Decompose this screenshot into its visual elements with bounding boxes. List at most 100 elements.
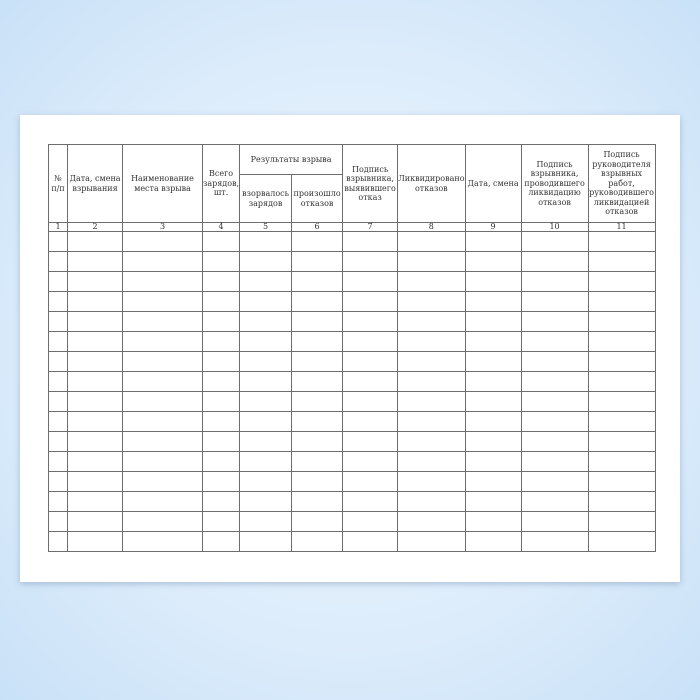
header-number: № п/п: [48, 144, 68, 223]
empty-cell: [397, 271, 466, 292]
empty-cell: [464, 431, 522, 452]
col-num: 2: [67, 222, 123, 232]
empty-cell: [122, 251, 203, 272]
empty-cell: [587, 251, 656, 272]
empty-cell: [67, 531, 123, 552]
empty-cell: [48, 251, 68, 272]
empty-cell: [464, 391, 522, 412]
empty-cell: [48, 371, 68, 392]
empty-cell: [587, 331, 656, 352]
table-row: [48, 271, 656, 292]
empty-cell: [587, 311, 656, 332]
col-num: 3: [122, 222, 203, 232]
empty-cell: [342, 311, 399, 332]
empty-cell: [201, 331, 241, 352]
empty-cell: [239, 411, 293, 432]
empty-cell: [239, 271, 293, 292]
empty-cell: [587, 531, 656, 552]
empty-cell: [67, 471, 123, 492]
empty-cell: [201, 411, 241, 432]
empty-cell: [122, 231, 203, 252]
empty-cell: [239, 511, 293, 532]
empty-cell: [397, 311, 466, 332]
empty-cell: [122, 511, 203, 532]
empty-cell: [587, 431, 656, 452]
empty-cell: [291, 311, 344, 332]
journal-page: № п/п Дата, смена взрывания Наименование…: [20, 115, 680, 582]
empty-cell: [201, 531, 241, 552]
empty-cell: [67, 291, 123, 312]
empty-cell: [239, 471, 293, 492]
empty-cell: [67, 331, 123, 352]
empty-cell: [342, 491, 399, 512]
empty-cell: [239, 331, 293, 352]
empty-cell: [67, 411, 123, 432]
empty-cell: [239, 291, 293, 312]
empty-cell: [587, 291, 656, 312]
empty-cell: [464, 411, 522, 432]
empty-cell: [291, 531, 344, 552]
empty-cell: [520, 511, 589, 532]
empty-cell: [464, 511, 522, 532]
empty-cell: [464, 251, 522, 272]
header-date-shift-2: Дата, смена: [464, 144, 522, 223]
empty-cell: [520, 451, 589, 472]
table-row: [48, 371, 656, 392]
header-liquidated: Ликвидировано отказов: [397, 144, 466, 223]
empty-cell: [201, 371, 241, 392]
table-row: [48, 411, 656, 432]
empty-cell: [291, 411, 344, 432]
empty-cell: [397, 371, 466, 392]
table-row: [48, 451, 656, 472]
empty-cell: [520, 311, 589, 332]
empty-cell: [464, 351, 522, 372]
empty-cell: [464, 531, 522, 552]
empty-cell: [291, 511, 344, 532]
empty-cell: [587, 411, 656, 432]
empty-cell: [587, 511, 656, 532]
empty-cell: [239, 251, 293, 272]
empty-cell: [239, 451, 293, 472]
empty-cell: [67, 271, 123, 292]
empty-cell: [239, 491, 293, 512]
empty-cell: [587, 231, 656, 252]
empty-cell: [201, 491, 241, 512]
table-row: [48, 251, 656, 272]
empty-cell: [464, 451, 522, 472]
empty-cell: [48, 231, 68, 252]
empty-cell: [291, 451, 344, 472]
empty-cell: [342, 231, 399, 252]
empty-cell: [67, 391, 123, 412]
empty-cell: [342, 451, 399, 472]
col-num: 10: [520, 222, 589, 232]
empty-cell: [397, 231, 466, 252]
table-row: [48, 431, 656, 452]
empty-cell: [520, 431, 589, 452]
empty-cell: [587, 371, 656, 392]
empty-cell: [587, 491, 656, 512]
empty-cell: [122, 391, 203, 412]
empty-cell: [239, 431, 293, 452]
header-exploded: взорвалось зарядов: [239, 174, 293, 223]
empty-cell: [520, 471, 589, 492]
empty-cell: [520, 351, 589, 372]
empty-cell: [122, 411, 203, 432]
empty-cell: [520, 371, 589, 392]
empty-cell: [122, 491, 203, 512]
empty-cell: [239, 531, 293, 552]
empty-cell: [291, 371, 344, 392]
empty-cell: [239, 351, 293, 372]
col-num: 9: [464, 222, 522, 232]
empty-cell: [397, 351, 466, 372]
empty-cell: [201, 431, 241, 452]
table-row: [48, 331, 656, 352]
table-row: [48, 351, 656, 372]
empty-cell: [464, 371, 522, 392]
blasting-log-table: № п/п Дата, смена взрывания Наименование…: [48, 144, 656, 552]
col-num: 5: [239, 222, 293, 232]
col-num: 4: [201, 222, 241, 232]
col-num: 6: [291, 222, 344, 232]
empty-cell: [464, 331, 522, 352]
header-place: Наименование места взрыва: [122, 144, 203, 223]
empty-cell: [342, 251, 399, 272]
